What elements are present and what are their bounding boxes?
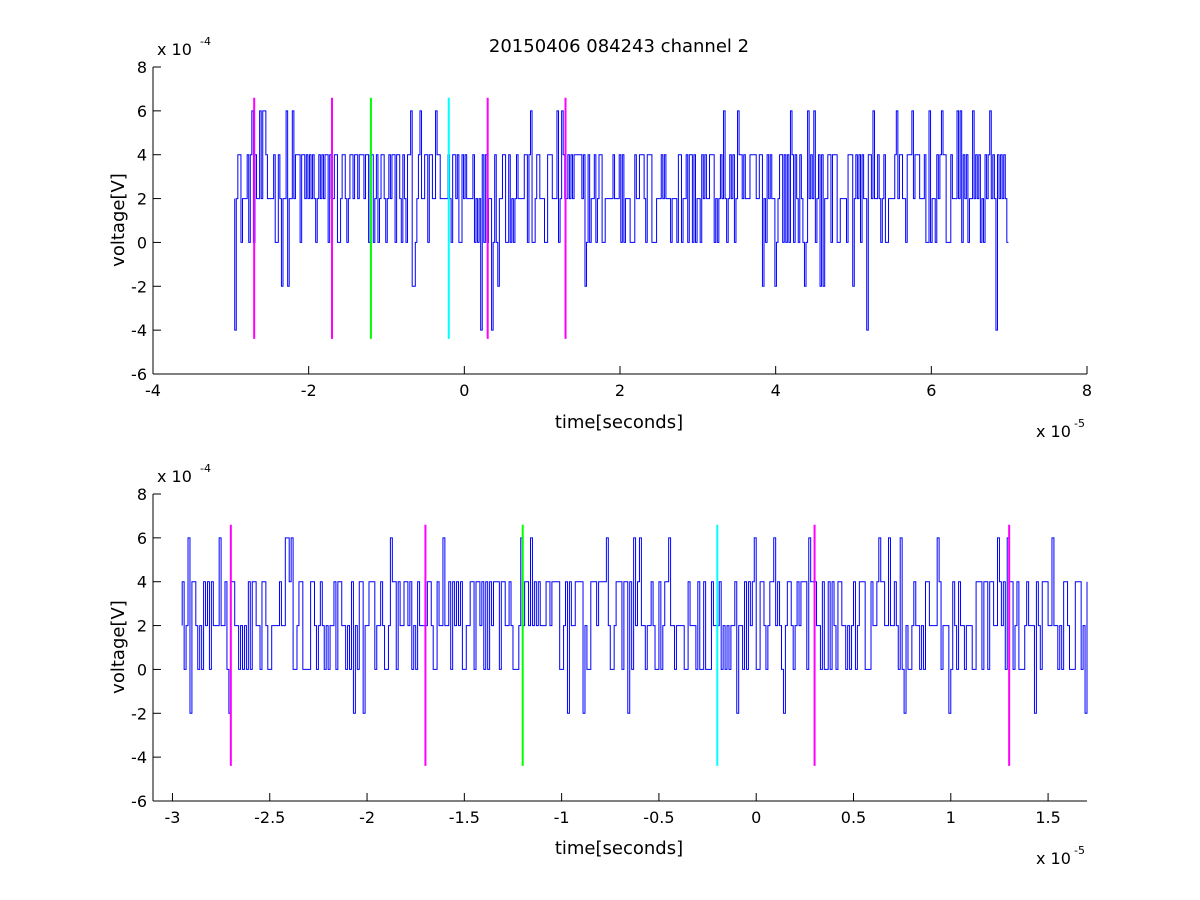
y-tick-label: -4 xyxy=(131,748,147,767)
x-tick-label: 1 xyxy=(946,808,956,827)
x-tick-label: 6 xyxy=(926,381,936,400)
x-tick-label: -3 xyxy=(164,808,180,827)
x-tick-label: 8 xyxy=(1082,381,1092,400)
x-tick-label: -2.5 xyxy=(254,808,285,827)
y-multiplier-label: x 10 xyxy=(157,40,192,59)
y-multiplier-exponent: -4 xyxy=(200,35,211,48)
chart-title: 20150406 084243 channel 2 xyxy=(489,36,749,57)
y-tick-label: -2 xyxy=(131,704,147,723)
x-tick-label: 2 xyxy=(615,381,625,400)
x-multiplier: x 10 -5 xyxy=(1036,417,1085,441)
x-multiplier-exponent: -5 xyxy=(1074,417,1085,430)
bottom-axes: x 10 -4 x 10 -5 time[seconds] voltage[V]… xyxy=(108,462,1088,868)
top-axes: 20150406 084243 channel 2 x 10 -4 x 10 -… xyxy=(108,35,1092,441)
y-tick-label: 6 xyxy=(137,529,147,548)
y-tick-label: -4 xyxy=(131,321,147,340)
x-tick-label: -2 xyxy=(301,381,317,400)
x-tick-label: 1.5 xyxy=(1035,808,1060,827)
x-tick-label: 0 xyxy=(459,381,469,400)
x-tick-label: -1.5 xyxy=(449,808,480,827)
x-tick-label: -1 xyxy=(554,808,570,827)
x-tick-label: 0 xyxy=(751,808,761,827)
x-multiplier: x 10 -5 xyxy=(1036,844,1085,868)
x-axis-label: time[seconds] xyxy=(555,838,683,859)
y-tick-label: -6 xyxy=(131,365,147,384)
signal-line xyxy=(181,537,1088,714)
y-tick-label: 4 xyxy=(137,573,147,592)
x-axis-label: time[seconds] xyxy=(555,412,683,433)
x-multiplier-label: x 10 xyxy=(1036,422,1071,441)
y-axis-label: voltage[V] xyxy=(108,600,129,694)
y-tick-label: 6 xyxy=(137,102,147,121)
x-tick-label: 4 xyxy=(771,381,781,400)
y-multiplier: x 10 -4 xyxy=(157,35,211,59)
y-tick-label: -2 xyxy=(131,277,147,296)
y-tick-label: 0 xyxy=(137,233,147,252)
x-multiplier-exponent: -5 xyxy=(1074,844,1085,857)
x-tick-label: -4 xyxy=(145,381,161,400)
y-multiplier-exponent: -4 xyxy=(200,462,211,475)
y-tick-label: 2 xyxy=(137,617,147,636)
y-tick-label: 4 xyxy=(137,146,147,165)
y-tick-label: 8 xyxy=(137,58,147,77)
x-multiplier-label: x 10 xyxy=(1036,849,1071,868)
y-axis-label: voltage[V] xyxy=(108,173,129,267)
x-tick-label: 0.5 xyxy=(841,808,866,827)
y-tick-label: 0 xyxy=(137,660,147,679)
x-tick-label: -2 xyxy=(359,808,375,827)
y-tick-label: -6 xyxy=(131,792,147,811)
y-multiplier-label: x 10 xyxy=(157,467,192,486)
y-multiplier: x 10 -4 xyxy=(157,462,211,486)
x-tick-label: -0.5 xyxy=(643,808,674,827)
y-tick-label: 2 xyxy=(137,190,147,209)
y-tick-label: 8 xyxy=(137,485,147,504)
signal-line xyxy=(234,110,1009,331)
